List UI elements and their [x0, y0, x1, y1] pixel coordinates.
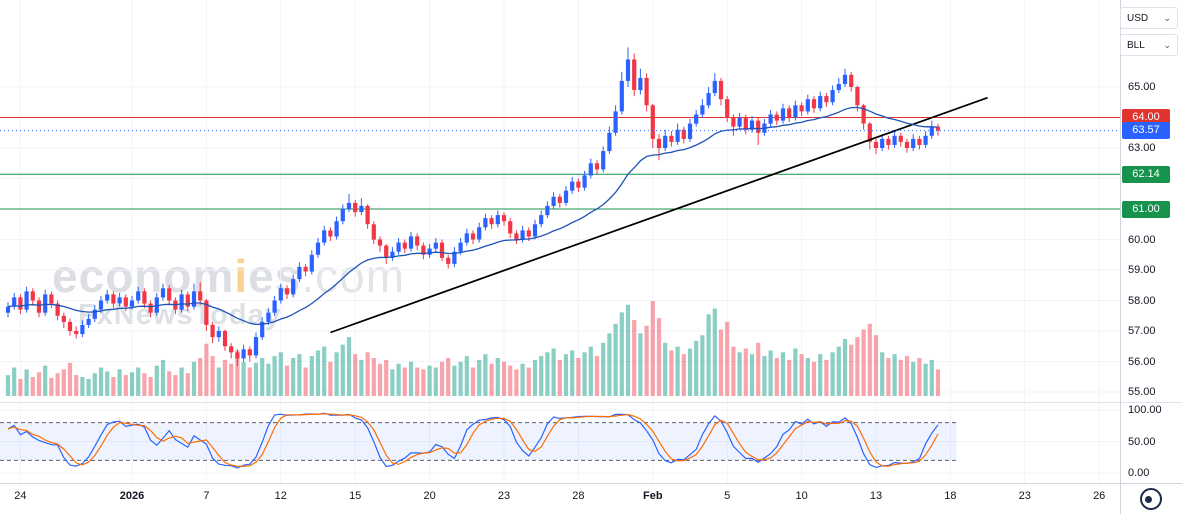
- trendline[interactable]: [330, 96, 988, 334]
- logo-button[interactable]: [1140, 488, 1162, 510]
- unit-value: BLL: [1127, 39, 1145, 51]
- chevron-down-icon: ⌄: [1163, 40, 1171, 50]
- candles-layer: [5, 47, 941, 367]
- stochastic-d-line: [7, 413, 939, 467]
- stochastic-band: [0, 422, 957, 461]
- volume-layer: [5, 301, 941, 397]
- chevron-down-icon: ⌄: [1163, 13, 1171, 23]
- chart-selectors: USD ⌄ BLL ⌄: [1120, 7, 1178, 61]
- quote-currency-value: USD: [1127, 12, 1149, 24]
- unit-select[interactable]: BLL ⌄: [1120, 34, 1178, 56]
- quote-currency-select[interactable]: USD ⌄: [1120, 7, 1178, 29]
- moving-average-line: [7, 106, 939, 326]
- stochastic-layer: [7, 412, 939, 469]
- stochastic-k-line: [7, 412, 939, 469]
- economies-logo-icon: [1145, 496, 1152, 503]
- grid-layer: [0, 0, 1120, 483]
